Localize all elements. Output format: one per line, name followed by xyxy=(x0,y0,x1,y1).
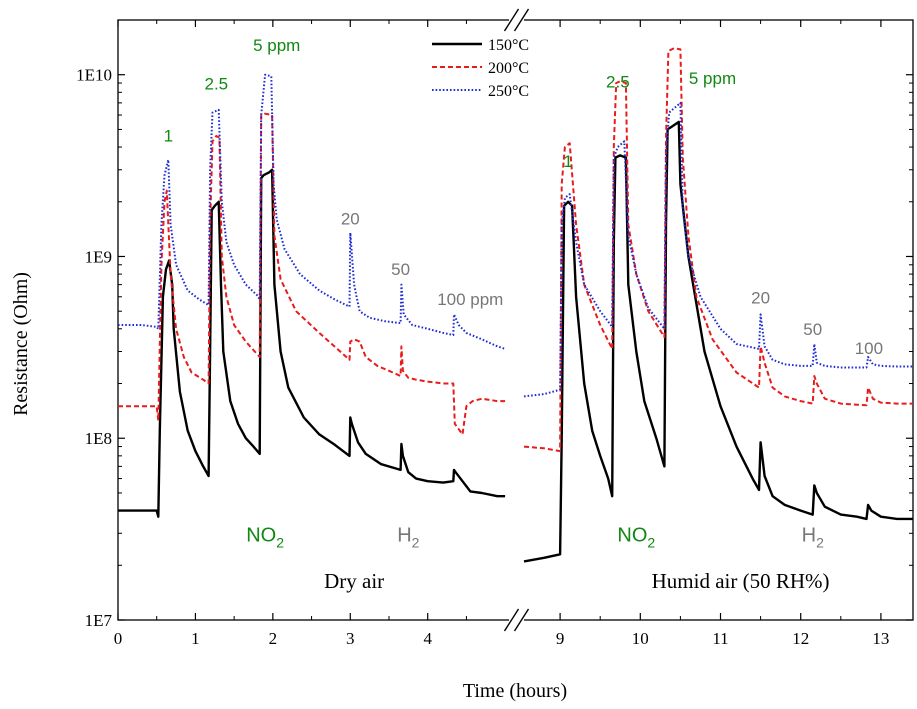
break-mark xyxy=(513,608,530,632)
gas-label-main: NO xyxy=(617,525,647,547)
y-tick-label: 1E8 xyxy=(85,429,112,448)
x-tick-label: 12 xyxy=(792,629,809,648)
break-gap xyxy=(509,617,524,623)
series-line-0 xyxy=(118,120,913,563)
gas-label-subscript: 2 xyxy=(276,535,284,551)
x-axis-label: Time (hours) xyxy=(463,680,567,702)
concentration-label: 100 ppm xyxy=(437,290,503,309)
gas-label: H2 xyxy=(802,525,824,551)
series-layer xyxy=(118,47,913,563)
gas-label-subscript: 2 xyxy=(816,535,824,551)
x-tick-label: 0 xyxy=(114,629,123,648)
break-mark xyxy=(513,8,530,32)
break-mark xyxy=(503,608,520,632)
x-tick-label: 3 xyxy=(346,629,355,648)
concentration-label: 5 ppm xyxy=(253,36,300,55)
concentration-label: 100 xyxy=(855,339,883,358)
y-axis-label: Resistance (Ohm) xyxy=(10,272,32,416)
concentration-label: 20 xyxy=(341,209,360,228)
concentration-label: 2.5 xyxy=(205,74,229,93)
legend: 150°C 200°C 250°C xyxy=(432,37,529,100)
legend-label-1: 200°C xyxy=(488,60,529,77)
x-tick-label: 9 xyxy=(556,629,565,648)
x-tick-label: 2 xyxy=(269,629,278,648)
axis-break xyxy=(503,8,530,632)
series-line-1 xyxy=(118,47,913,453)
gas-label: H2 xyxy=(397,525,419,551)
gas-label-main: NO xyxy=(246,525,276,547)
concentration-label: 1 xyxy=(164,126,173,145)
break-mark xyxy=(503,8,520,32)
x-tick-label: 13 xyxy=(872,629,889,648)
concentration-label: 20 xyxy=(751,289,770,308)
gas-label: NO2 xyxy=(617,525,655,551)
plot-border xyxy=(117,19,914,621)
gas-label-subscript: 2 xyxy=(647,535,655,551)
panel-label: Dry air xyxy=(324,569,384,593)
legend-label-0: 150°C xyxy=(488,37,529,54)
gas-label: NO2 xyxy=(246,525,284,551)
gas-label-main: H xyxy=(397,525,411,547)
y-tick-label: 1E9 xyxy=(85,247,112,266)
concentration-label: 1 xyxy=(563,152,572,171)
x-tick-label: 11 xyxy=(712,629,728,648)
concentration-label: 5 ppm xyxy=(689,69,736,88)
y-tick-label: 1E10 xyxy=(76,66,112,85)
gas-label-subscript: 2 xyxy=(412,535,420,551)
break-gap xyxy=(509,17,524,23)
concentration-label: 50 xyxy=(391,260,410,279)
panel-label: Humid air (50 RH%) xyxy=(652,569,830,593)
series-line-2 xyxy=(118,73,913,398)
plot-frame xyxy=(117,19,914,621)
legend-label-2: 250°C xyxy=(488,83,529,100)
gas-label-main: H xyxy=(802,525,816,547)
concentration-label: 2.5 xyxy=(606,73,630,92)
x-tick-label: 4 xyxy=(423,629,432,648)
y-tick-label: 1E7 xyxy=(85,611,113,630)
x-tick-label: 1 xyxy=(191,629,200,648)
x-tick-label: 10 xyxy=(632,629,649,648)
concentration-label: 50 xyxy=(803,320,822,339)
